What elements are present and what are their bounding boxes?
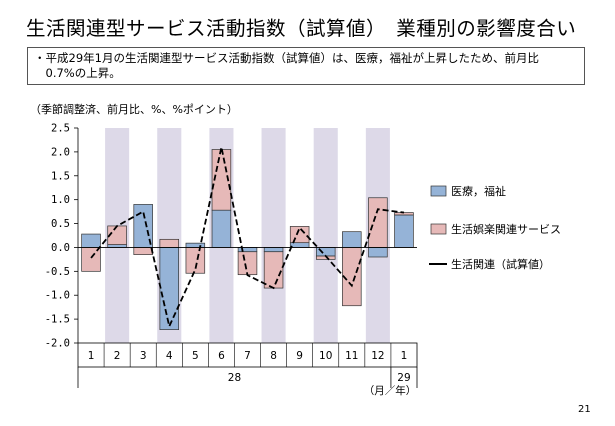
category-axis-box xyxy=(77,342,418,368)
bar-leisure-services-12 xyxy=(368,197,388,248)
category-label: 1 xyxy=(401,350,408,362)
y-tick-label: 2.0 xyxy=(51,146,70,158)
y-tick-label: -1.0 xyxy=(45,290,70,302)
category-label: 3 xyxy=(140,350,147,362)
y-tick-label: -2.0 xyxy=(45,338,70,350)
y-tick-label: 0.5 xyxy=(51,218,70,230)
category-label: 2 xyxy=(114,350,121,362)
shaded-column-10 xyxy=(313,128,338,343)
x-unit-label: （月／年） xyxy=(364,384,417,397)
category-label: 4 xyxy=(166,350,173,362)
bar-medical-welfare-5 xyxy=(185,242,206,248)
bar-leisure-services-13 xyxy=(394,212,414,216)
bar-medical-welfare-11 xyxy=(342,231,362,248)
bar-medical-welfare-12 xyxy=(368,247,388,258)
category-label: 1 xyxy=(88,350,95,362)
bar-leisure-services-11 xyxy=(342,247,362,307)
year-label: 28 xyxy=(228,372,241,384)
summary-note-line-2: 0.7%の上昇。 xyxy=(34,66,121,80)
bar-medical-welfare-2 xyxy=(107,244,127,248)
legend-label-medical-welfare: 医療，福祉 xyxy=(451,184,506,198)
legend-label-total: 生活関連（試算値） xyxy=(451,257,550,271)
bar-medical-welfare-8 xyxy=(263,247,284,253)
bar-leisure-services-9 xyxy=(289,226,310,244)
y-tick-label: 1.0 xyxy=(51,194,70,206)
y-tick-label: -0.5 xyxy=(45,266,70,278)
year-label: 29 xyxy=(397,372,410,384)
bar-leisure-services-5 xyxy=(185,247,206,274)
bar-medical-welfare-4 xyxy=(159,247,180,330)
y-tick-label: 1.5 xyxy=(51,170,70,182)
legend-swatch-medical-welfare xyxy=(430,185,447,197)
category-label: 9 xyxy=(296,350,303,362)
legend-swatch-leisure-services xyxy=(430,223,447,235)
page-title: 生活関連型サービス活動指数（試算値） 業種別の影響度合い xyxy=(26,17,577,40)
bar-leisure-services-3 xyxy=(133,247,153,255)
shaded-column-8 xyxy=(261,128,286,343)
series-line-total xyxy=(90,146,405,330)
category-label: 7 xyxy=(244,350,251,362)
category-label: 12 xyxy=(371,350,384,362)
summary-note-line-1: ・平成29年1月の生活関連型サービス活動指数（試算値）は、医療，福祉が上昇したた… xyxy=(34,51,539,65)
bar-leisure-services-7 xyxy=(237,251,258,276)
summary-note: ・平成29年1月の生活関連型サービス活動指数（試算値）は、医療，福祉が上昇したた… xyxy=(27,47,585,85)
category-label: 5 xyxy=(192,350,199,362)
bar-leisure-services-8 xyxy=(263,251,284,289)
bar-medical-welfare-7 xyxy=(237,247,258,253)
category-label: 10 xyxy=(319,350,332,362)
category-label: 8 xyxy=(270,350,277,362)
bar-medical-welfare-6 xyxy=(211,209,232,248)
y-tick-label: -1.5 xyxy=(45,314,70,326)
page-number: 21 xyxy=(578,404,591,415)
y-tick-label: 0.0 xyxy=(51,242,70,254)
category-label: 11 xyxy=(345,350,358,362)
bar-medical-welfare-13 xyxy=(394,214,414,248)
bar-medical-welfare-9 xyxy=(289,242,310,248)
legend-label-leisure-services: 生活娯楽関連サービス xyxy=(451,222,561,236)
bar-leisure-services-4 xyxy=(159,238,180,248)
unit-label: （季節調整済、前月比、%、%ポイント） xyxy=(30,103,238,116)
bar-medical-welfare-1 xyxy=(81,233,101,248)
category-label: 6 xyxy=(218,350,225,362)
y-tick-label: 2.5 xyxy=(51,123,70,135)
